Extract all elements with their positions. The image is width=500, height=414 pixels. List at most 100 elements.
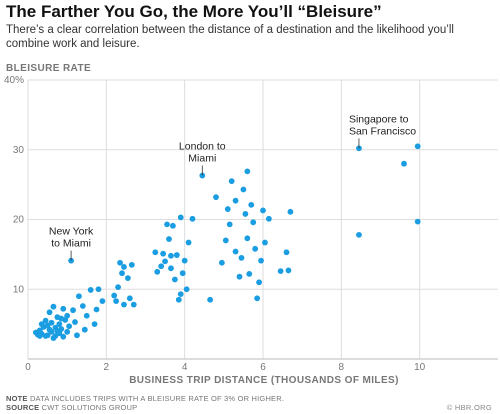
- data-point: [87, 287, 94, 293]
- data-point: [224, 206, 231, 212]
- x-axis-label: BUSINESS TRIP DISTANCE (THOUSANDS OF MIL…: [129, 375, 399, 386]
- data-point: [66, 323, 73, 330]
- data-point: [250, 219, 257, 226]
- data-point: [244, 235, 251, 242]
- data-point: [236, 273, 243, 280]
- data-point: [222, 237, 229, 244]
- data-point: [72, 319, 78, 325]
- y-tick-label: 20: [13, 215, 25, 226]
- y-axis-label: BLEISURE RATE: [6, 63, 92, 74]
- data-point: [228, 178, 235, 185]
- annotation-label: Singapore to: [349, 113, 409, 125]
- data-point: [189, 215, 196, 222]
- source-line: SOURCE CWT SOLUTIONS GROUP: [6, 403, 137, 412]
- source-text: CWT SOLUTIONS GROUP: [41, 403, 138, 412]
- data-point: [113, 298, 120, 305]
- data-point: [164, 221, 170, 228]
- note-text: DATA INCLUDES TRIPS WITH A BLEISURE RATE…: [29, 394, 285, 403]
- data-point: [218, 259, 225, 266]
- data-point: [356, 145, 362, 152]
- tick-labels: 10 20 30 40% 0 2 4 6 8 10: [4, 75, 426, 373]
- data-point: [254, 295, 261, 302]
- data-point: [258, 257, 264, 264]
- note-line: NOTE DATA INCLUDES TRIPS WITH A BLEISURE…: [6, 394, 284, 403]
- data-point: [240, 186, 247, 193]
- x-tick-label: 10: [414, 362, 426, 373]
- data-point: [111, 292, 118, 299]
- data-point: [168, 252, 174, 259]
- data-point: [246, 271, 253, 277]
- data-point: [70, 307, 76, 314]
- data-point: [256, 279, 262, 286]
- annotation-label: San Francisco: [349, 125, 416, 137]
- data-point: [213, 194, 219, 201]
- data-point: [175, 296, 182, 303]
- data-point: [46, 309, 53, 316]
- data-point: [54, 328, 61, 334]
- data-point: [115, 284, 121, 291]
- data-point: [287, 208, 294, 215]
- data-point: [166, 236, 172, 242]
- note-label: NOTE: [6, 394, 28, 403]
- data-point: [152, 249, 159, 256]
- data-point: [260, 207, 266, 214]
- data-point: [207, 296, 214, 303]
- x-tick-label: 2: [104, 362, 110, 373]
- data-point: [124, 275, 131, 281]
- data-point: [183, 286, 190, 293]
- data-point: [58, 315, 65, 322]
- data-point: [173, 252, 180, 258]
- data-point: [177, 214, 184, 221]
- data-point: [42, 333, 49, 339]
- data-point: [42, 317, 49, 324]
- data-point: [414, 143, 421, 150]
- data-point: [177, 291, 184, 298]
- data-point: [285, 267, 292, 274]
- annotation-label: New York: [49, 226, 94, 238]
- data-point: [56, 321, 63, 328]
- data-point: [60, 333, 67, 340]
- data-point: [252, 245, 259, 252]
- data-point: [60, 305, 67, 312]
- data-point: [48, 328, 55, 335]
- annotation-label: London to: [179, 141, 226, 153]
- y-tick-label: 40%: [4, 75, 24, 86]
- data-point: [121, 301, 127, 308]
- data-point: [50, 335, 57, 341]
- data-point: [50, 303, 57, 310]
- data-point: [95, 286, 102, 293]
- data-point: [158, 263, 165, 270]
- data-point: [128, 261, 135, 268]
- data-point: [168, 265, 174, 272]
- chart-subtitle: There’s a clear correlation between the …: [6, 24, 454, 50]
- annotation-label: to Miami: [51, 238, 91, 250]
- data-point: [93, 306, 100, 313]
- data-point: [248, 201, 255, 208]
- data-points: [32, 143, 421, 341]
- credit-text: © HBR.ORG: [446, 403, 492, 412]
- chart-title: The Farther You Go, the More You’ll “Ble…: [6, 2, 382, 21]
- y-tick-label: 30: [13, 145, 25, 156]
- data-point: [126, 295, 133, 302]
- y-tick-label: 10: [13, 284, 25, 295]
- data-point: [244, 168, 251, 175]
- data-point: [238, 254, 245, 261]
- data-point: [99, 298, 106, 305]
- grid-lines: [27, 79, 498, 360]
- data-point: [81, 326, 88, 333]
- data-point: [64, 328, 71, 335]
- data-point: [119, 270, 125, 277]
- data-point: [185, 239, 192, 246]
- data-point: [117, 259, 123, 266]
- data-point: [356, 231, 362, 238]
- data-point: [262, 239, 268, 246]
- data-point: [154, 268, 161, 275]
- data-point: [265, 215, 272, 222]
- data-point: [36, 333, 43, 339]
- data-point: [121, 264, 127, 270]
- data-point: [130, 301, 137, 308]
- x-tick-label: 0: [25, 362, 31, 373]
- x-tick-label: 8: [339, 362, 345, 373]
